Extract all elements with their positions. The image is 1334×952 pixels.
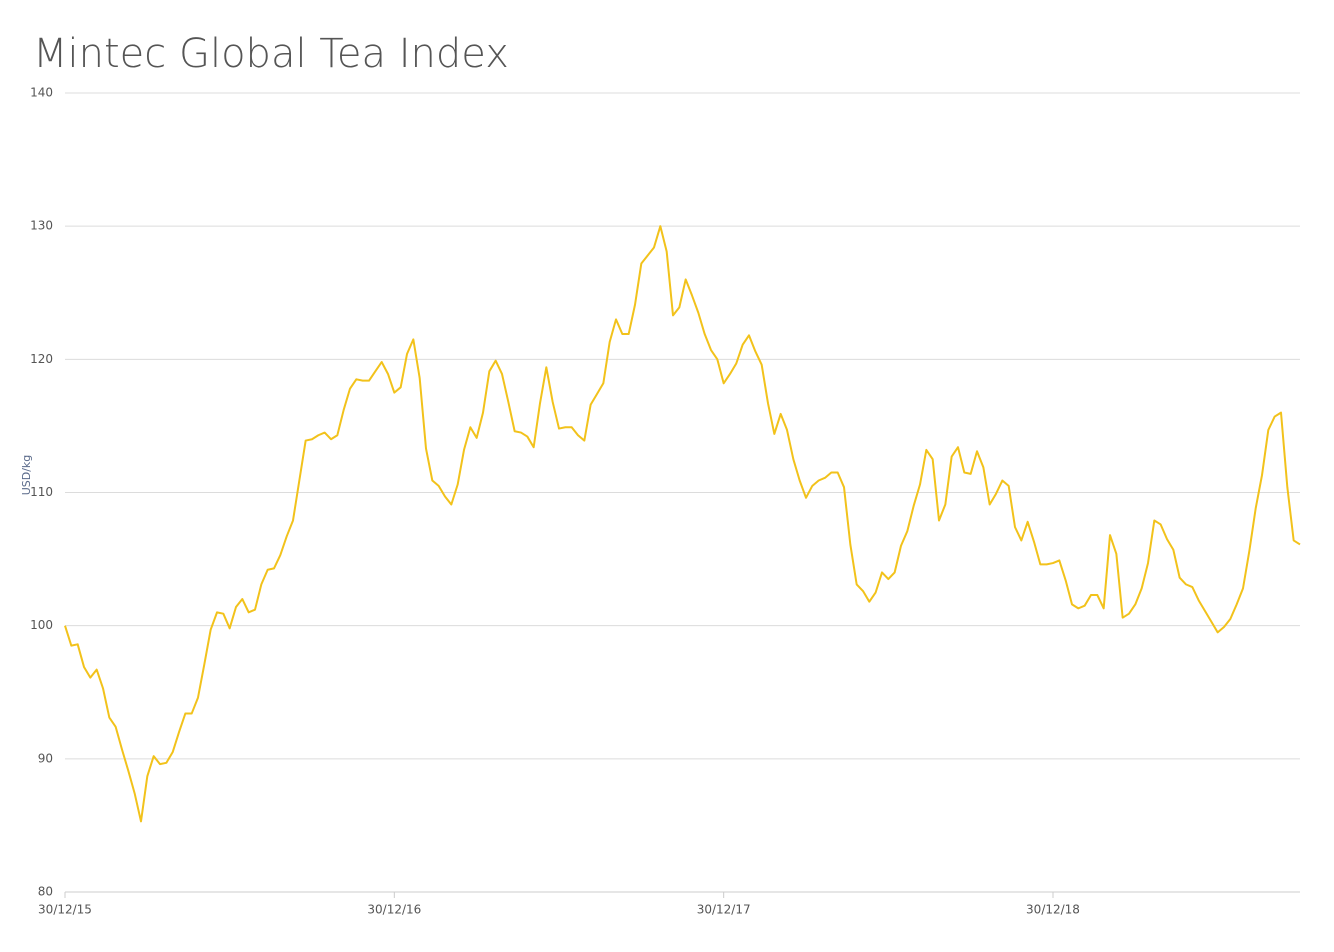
y-axis-label: USD/kg (20, 455, 33, 496)
x-tick-label: 30/12/15 (38, 903, 92, 917)
y-tick-label: 80 (38, 885, 53, 899)
x-tick-label: 30/12/16 (367, 903, 421, 917)
y-tick-label: 90 (38, 751, 53, 765)
y-tick-label: 120 (30, 352, 53, 366)
chart-title: Mintec Global Tea Index (33, 31, 509, 77)
y-tick-label: 130 (30, 219, 53, 233)
y-tick-label: 140 (30, 86, 53, 100)
x-tick-label: 30/12/17 (697, 903, 751, 917)
y-tick-label: 110 (30, 485, 53, 499)
y-tick-label: 100 (30, 618, 53, 632)
x-tick-label: 30/12/18 (1026, 903, 1080, 917)
line (64, 225, 1301, 823)
